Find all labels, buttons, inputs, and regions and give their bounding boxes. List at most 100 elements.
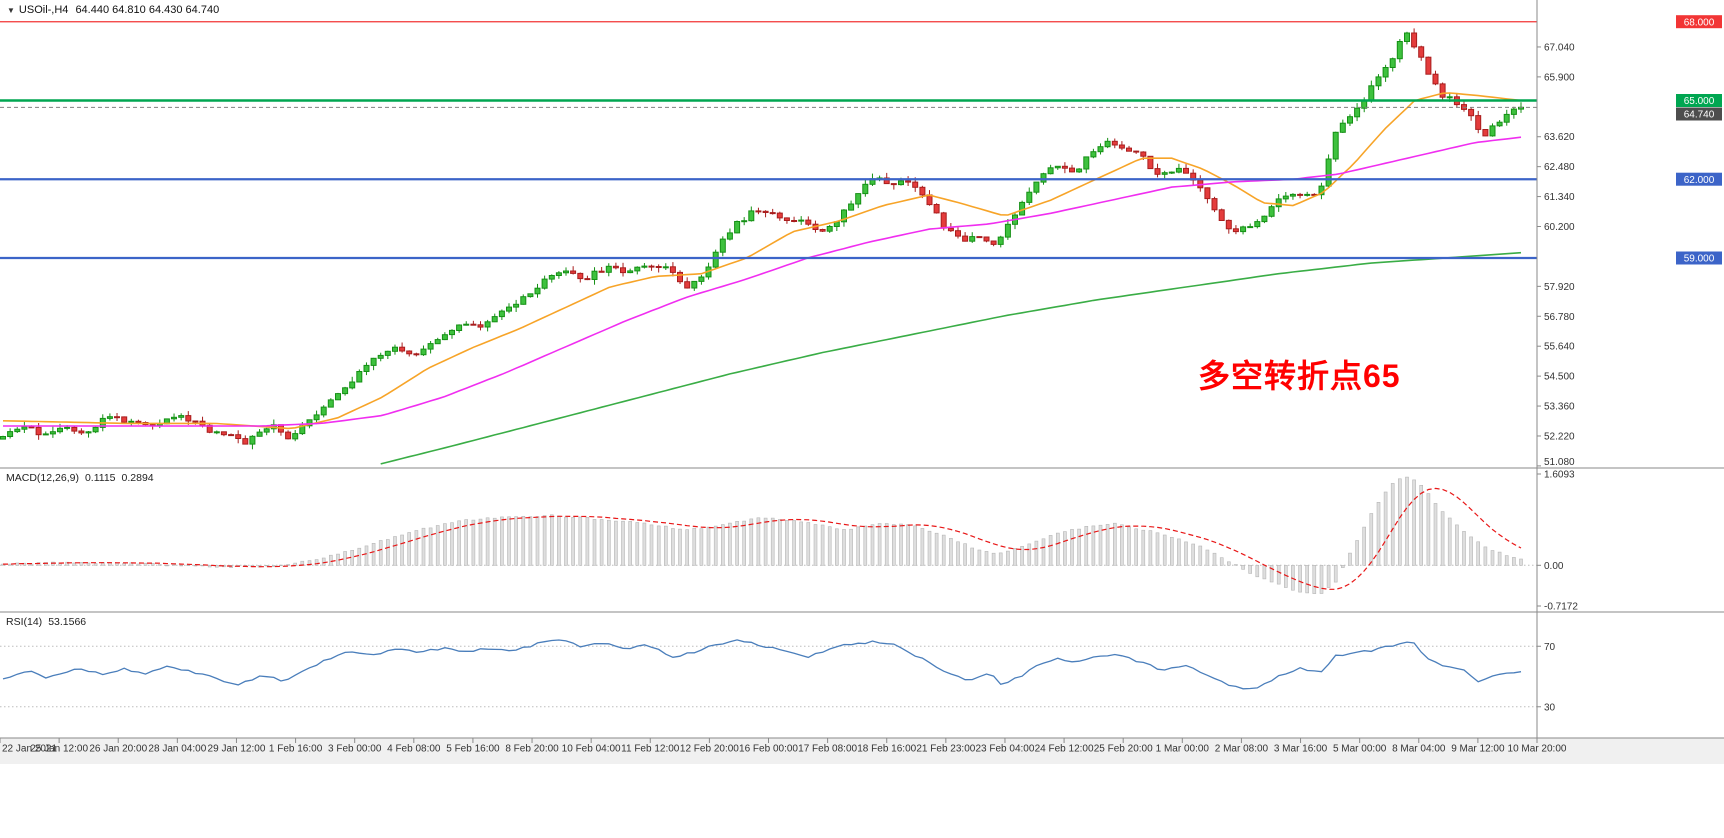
candle-body bbox=[1040, 173, 1047, 183]
time-label: 9 Mar 12:00 bbox=[1451, 744, 1505, 755]
candle-body bbox=[783, 217, 790, 221]
candle-body bbox=[541, 278, 548, 289]
macd-bar bbox=[279, 564, 283, 566]
candle-body bbox=[848, 203, 855, 211]
candle-body bbox=[491, 316, 498, 323]
candle-body bbox=[1261, 215, 1268, 223]
candle-body bbox=[698, 276, 705, 282]
macd-bar bbox=[478, 518, 483, 566]
macd-bar bbox=[720, 524, 725, 566]
candle-body bbox=[712, 251, 719, 268]
candle-body bbox=[769, 212, 776, 215]
candle-body bbox=[1247, 226, 1254, 229]
candle-body bbox=[7, 431, 14, 438]
macd-name: MACD(12,26,9) bbox=[6, 472, 79, 484]
macd-bar bbox=[1276, 564, 1281, 585]
candle-body bbox=[1325, 158, 1332, 187]
macd-bar bbox=[207, 564, 212, 568]
macd-bar bbox=[920, 528, 925, 566]
candle-body bbox=[498, 310, 505, 318]
candle-body bbox=[976, 236, 983, 239]
candle-body bbox=[997, 236, 1004, 245]
macd-bar bbox=[150, 563, 155, 566]
macd-bar bbox=[371, 542, 376, 566]
price-tick-label: 62.480 bbox=[1544, 162, 1575, 173]
macd-bar bbox=[1148, 530, 1153, 566]
price-badge-65.000 bbox=[1676, 94, 1722, 107]
rsi-indicator-label: RSI(14) 53.1566 bbox=[6, 616, 92, 628]
candle-body bbox=[1432, 73, 1439, 85]
macd-bar bbox=[998, 552, 1003, 566]
macd-bar bbox=[820, 524, 825, 566]
macd-bar bbox=[949, 537, 953, 566]
candle-body bbox=[363, 364, 370, 372]
time-axis-strip[interactable] bbox=[0, 738, 1724, 764]
price-tick-label: 53.360 bbox=[1544, 402, 1575, 413]
price-badge-59.000 bbox=[1676, 251, 1722, 265]
macd-bar bbox=[1191, 543, 1195, 566]
candle-body bbox=[1304, 193, 1311, 196]
price-badge-62.000-text: 62.000 bbox=[1684, 175, 1715, 186]
macd-bar bbox=[215, 564, 219, 568]
time-label: 21 Feb 23:00 bbox=[916, 744, 975, 755]
macd-bar bbox=[22, 562, 27, 566]
macd-bar bbox=[271, 564, 276, 567]
macd-bar bbox=[799, 521, 804, 566]
price-badge-59.000-text: 59.000 bbox=[1684, 254, 1715, 265]
candle-body bbox=[548, 275, 555, 280]
candle-body bbox=[612, 265, 619, 269]
candle-body bbox=[940, 212, 947, 229]
macd-bar bbox=[1355, 540, 1359, 566]
macd-bar bbox=[143, 562, 148, 566]
macd-bar bbox=[678, 528, 682, 566]
candle-body bbox=[1418, 46, 1425, 58]
macd-bar bbox=[421, 527, 426, 566]
candle-body bbox=[748, 210, 755, 222]
macd-tick-label: 1.6093 bbox=[1544, 470, 1575, 481]
macd-bar bbox=[1098, 524, 1103, 566]
ma-slow-line[interactable] bbox=[380, 251, 1522, 465]
candle-body bbox=[662, 266, 669, 269]
macd-bar bbox=[735, 520, 739, 566]
macd-bar bbox=[742, 520, 747, 566]
candle-body bbox=[1411, 32, 1418, 48]
candle-body bbox=[1232, 228, 1239, 233]
candles-layer bbox=[0, 28, 1524, 450]
candle-body bbox=[1168, 171, 1175, 174]
macd-bar bbox=[535, 516, 540, 566]
chart-header: ▼ USOil-,H4 64.440 64.810 64.430 64.740 bbox=[7, 4, 219, 16]
price-tick-label: 57.920 bbox=[1544, 282, 1575, 293]
chart-menu-icon[interactable]: ▼ bbox=[7, 6, 15, 15]
price-tick-label: 63.620 bbox=[1544, 132, 1575, 143]
ma-mid-line[interactable] bbox=[3, 136, 1522, 427]
macd-bar bbox=[15, 562, 20, 566]
time-label: 16 Feb 00:00 bbox=[739, 744, 798, 755]
time-label: 22 Jan 2021 bbox=[2, 744, 57, 755]
candle-body bbox=[983, 236, 990, 242]
candle-body bbox=[114, 416, 120, 419]
macd-bar bbox=[599, 519, 604, 566]
candle-body bbox=[1175, 167, 1182, 173]
candle-body bbox=[1297, 193, 1304, 196]
candle-body bbox=[85, 431, 92, 434]
candle-body bbox=[1439, 83, 1446, 98]
macd-bar bbox=[1398, 478, 1402, 566]
macd-bar bbox=[1184, 541, 1188, 566]
price-tick-label: 51.080 bbox=[1544, 457, 1575, 468]
macd-bar bbox=[1205, 549, 1210, 566]
macd-bar bbox=[457, 520, 461, 566]
time-label: 10 Feb 04:00 bbox=[562, 744, 621, 755]
macd-bar bbox=[514, 516, 518, 566]
candle-body bbox=[1275, 198, 1282, 208]
candle-body bbox=[1446, 96, 1453, 99]
macd-tick-label: 0.00 bbox=[1544, 561, 1564, 572]
candle-body bbox=[1083, 156, 1090, 170]
candle-body bbox=[655, 266, 662, 268]
price-tick-label: 60.200 bbox=[1544, 222, 1575, 233]
macd-bar bbox=[193, 564, 198, 567]
macd-bar bbox=[934, 532, 939, 566]
candle-body bbox=[413, 353, 420, 356]
macd-bar bbox=[1497, 551, 1502, 566]
